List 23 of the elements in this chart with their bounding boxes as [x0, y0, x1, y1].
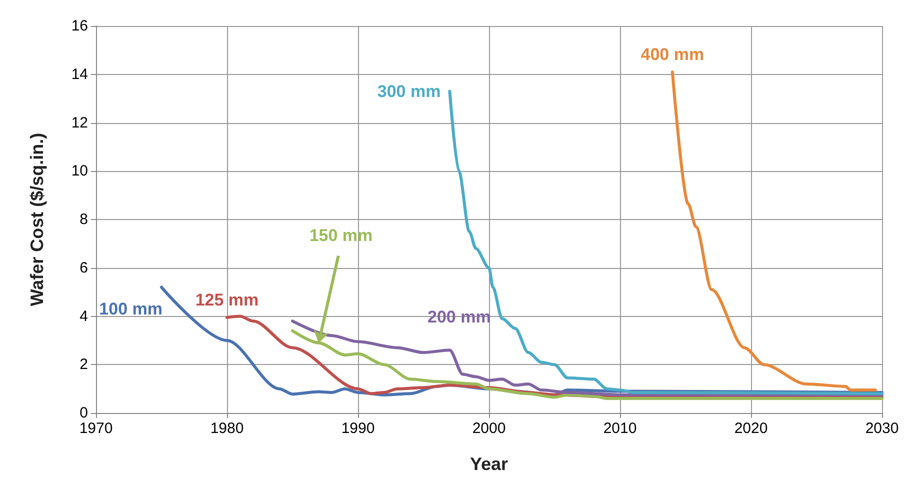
x-tick-label: 1970 — [79, 420, 113, 437]
x-tick-label: 2020 — [734, 420, 768, 437]
x-axis-title: Year — [470, 454, 508, 474]
x-tick-label: 2030 — [865, 420, 899, 437]
series-label: 400 mm — [640, 44, 704, 64]
series-label: 300 mm — [377, 82, 441, 101]
y-tick-label: 4 — [80, 308, 88, 325]
y-tick-label: 14 — [71, 66, 88, 83]
y-tick-label: 6 — [80, 259, 88, 276]
x-tick-label: 1990 — [341, 420, 375, 437]
series-label: 100 mm — [99, 300, 162, 319]
y-tick-label: 0 — [80, 404, 88, 422]
y-tick-label: 12 — [71, 114, 88, 132]
x-tick-label: 2010 — [603, 420, 637, 437]
x-tick-label: 2000 — [472, 420, 506, 437]
y-tick-label: 16 — [71, 18, 88, 34]
x-tick-label: 1980 — [210, 420, 244, 437]
series-label: 125 mm — [195, 290, 259, 310]
y-tick-label: 10 — [71, 162, 88, 180]
line-series — [670, 70, 877, 392]
y-axis-title: Wafer Cost ($/sq.in.) — [27, 132, 47, 306]
y-tick-label: 8 — [80, 211, 88, 228]
y-tick-label: 2 — [80, 356, 88, 374]
